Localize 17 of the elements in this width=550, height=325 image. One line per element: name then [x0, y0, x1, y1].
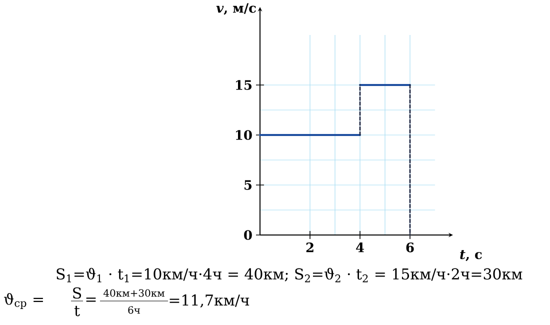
- y-tick-label: 5: [244, 180, 252, 190]
- y-tick-label: 0: [244, 230, 252, 240]
- text: =11,7км/ч: [170, 294, 250, 308]
- text: =: [86, 298, 96, 302]
- x-axis-title: t, с: [460, 250, 482, 262]
- text: S: [73, 287, 82, 299]
- text: ϑ$_{ср}$ =: [4, 293, 43, 309]
- x-tick-label: 4: [356, 242, 364, 252]
- text: S$_{1}$=ϑ$_{1}$ · t$_{1}$=10км/ч·4ч = 40км; S$_{2}$=ϑ$_{2}$ · t$_{2}$ = 15км/ч·2ч=30км: [56, 268, 522, 282]
- y-axis-title: v, м/с: [216, 3, 256, 15]
- x-tick-label: 6: [406, 242, 414, 252]
- text: t: [74, 306, 80, 316]
- text: 40км+30км: [103, 289, 164, 297]
- text: 6ч: [128, 306, 140, 314]
- y-tick-label: 15: [236, 80, 252, 90]
- x-tick-label: 2: [306, 242, 314, 252]
- y-tick-label: 10: [236, 130, 252, 140]
